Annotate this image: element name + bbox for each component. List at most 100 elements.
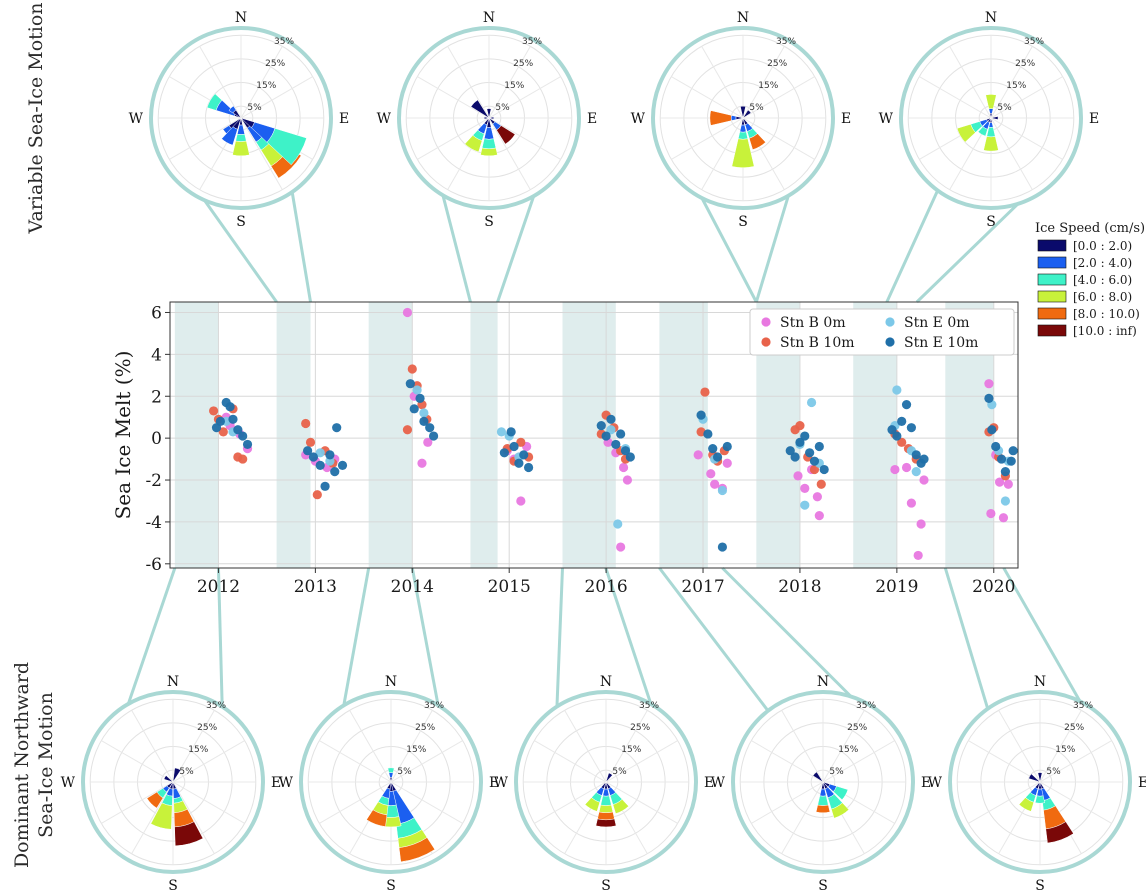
rose-ring-label: 25% bbox=[513, 59, 533, 69]
zoom-connector bbox=[754, 181, 794, 303]
shaded-period-2 bbox=[368, 302, 413, 568]
rose-sector bbox=[833, 785, 849, 801]
data-point bbox=[519, 450, 529, 460]
rose-spoke bbox=[742, 76, 815, 119]
speed-bin-label: [8.0 : 10.0) bbox=[1073, 307, 1140, 321]
data-point bbox=[814, 441, 824, 452]
rose-spoke bbox=[488, 117, 561, 160]
data-point bbox=[722, 441, 732, 452]
data-point bbox=[710, 479, 720, 489]
rose-cardinal-N: N bbox=[235, 10, 247, 26]
data-point bbox=[986, 508, 996, 519]
rose-ring-label: 25% bbox=[630, 723, 650, 733]
data-point bbox=[209, 406, 219, 416]
data-point bbox=[1003, 479, 1013, 489]
data-point bbox=[994, 477, 1005, 487]
data-point bbox=[337, 460, 348, 470]
data-point bbox=[405, 379, 415, 389]
rose-spoke bbox=[751, 781, 824, 824]
x-tick-label: 2018 bbox=[778, 577, 821, 597]
rose-cardinal-S: S bbox=[236, 214, 246, 230]
data-point bbox=[429, 431, 439, 441]
data-point bbox=[696, 410, 706, 420]
data-point bbox=[238, 454, 248, 464]
speed-bin-label: [10.0 : inf) bbox=[1073, 324, 1137, 338]
rose-spoke bbox=[349, 710, 392, 783]
plot-frame bbox=[169, 301, 1019, 569]
speed-swatch bbox=[1037, 307, 1067, 320]
rose-cardinal-E: E bbox=[921, 775, 931, 791]
rose-spoke bbox=[1039, 740, 1112, 783]
legend-marker bbox=[885, 337, 895, 347]
rose-spoke bbox=[968, 781, 1041, 824]
legend-entry: Stn B 10m bbox=[780, 335, 855, 351]
rose-spoke bbox=[319, 781, 392, 824]
rose-sector bbox=[488, 116, 494, 120]
y-tick-label: -6 bbox=[145, 555, 162, 575]
legend-entry: Stn E 10m bbox=[904, 335, 978, 351]
zoom-connector bbox=[289, 181, 313, 303]
data-point bbox=[238, 431, 248, 441]
data-point bbox=[425, 423, 435, 433]
data-point bbox=[611, 439, 621, 450]
rose-ring-label: 35% bbox=[856, 701, 876, 711]
x-tick-label: 2012 bbox=[197, 577, 240, 597]
rose-sector bbox=[1034, 795, 1046, 804]
rose-cardinal-S: S bbox=[1035, 878, 1045, 890]
legend-box bbox=[749, 308, 1015, 356]
shaded-period-3 bbox=[470, 302, 498, 568]
rose-sector bbox=[150, 802, 173, 830]
rose-sector bbox=[600, 795, 612, 806]
rose-spoke bbox=[417, 76, 490, 119]
rose-spoke bbox=[488, 76, 561, 119]
data-point bbox=[596, 420, 606, 431]
data-point bbox=[315, 448, 325, 458]
rose-ring-label: 35% bbox=[206, 701, 226, 711]
rose-cardinal-W: W bbox=[279, 775, 294, 791]
data-point bbox=[901, 400, 912, 410]
row-label-bottom-1: Dominant Northward bbox=[11, 662, 33, 868]
rose-sector bbox=[174, 821, 204, 847]
zoom-connector bbox=[885, 181, 943, 303]
data-point bbox=[496, 427, 507, 437]
data-point bbox=[606, 414, 616, 424]
zoom-connector bbox=[340, 567, 371, 719]
rose-cardinal-S: S bbox=[818, 878, 828, 890]
rose-ring-label: 5% bbox=[749, 103, 764, 113]
speed-legend-title: Ice Speed (cm/s) bbox=[1035, 221, 1145, 236]
rose-spoke bbox=[919, 76, 992, 119]
rose-cardinal-N: N bbox=[985, 10, 997, 26]
rose-ring-label: 25% bbox=[197, 723, 217, 733]
rose-sector bbox=[486, 108, 492, 119]
x-tick-label: 2016 bbox=[584, 577, 627, 597]
data-point bbox=[722, 458, 732, 468]
rose-spoke bbox=[390, 710, 433, 783]
rose-sector bbox=[983, 136, 999, 152]
rose-sector bbox=[228, 105, 237, 114]
data-point bbox=[1008, 446, 1018, 456]
rose-sector bbox=[387, 767, 395, 774]
y-tick-label: -2 bbox=[145, 471, 162, 491]
rose-sector bbox=[146, 791, 164, 809]
speed-swatch bbox=[1037, 290, 1067, 303]
rose-ring-label: 5% bbox=[397, 767, 412, 777]
rose-ring-label: 15% bbox=[504, 81, 524, 91]
rose-sector bbox=[206, 93, 223, 111]
rose-spoke bbox=[131, 781, 174, 854]
rose-spoke bbox=[488, 117, 531, 190]
rose-spoke bbox=[822, 740, 895, 783]
data-point bbox=[712, 452, 723, 462]
rose-ring-label: 35% bbox=[1024, 37, 1044, 47]
shaded-period-0 bbox=[174, 302, 219, 568]
rose-spoke bbox=[990, 117, 1063, 160]
rose-cardinal-N: N bbox=[600, 674, 612, 690]
rose-sector bbox=[496, 125, 516, 145]
speed-bin-label: [4.0 : 6.0) bbox=[1073, 273, 1132, 287]
x-tick-label: 2017 bbox=[681, 577, 724, 597]
data-point bbox=[814, 511, 824, 521]
rose-cardinal-E: E bbox=[1089, 111, 1099, 127]
data-point bbox=[785, 446, 795, 456]
zoom-connector bbox=[943, 567, 992, 719]
rose-ring-label: 5% bbox=[1046, 767, 1061, 777]
